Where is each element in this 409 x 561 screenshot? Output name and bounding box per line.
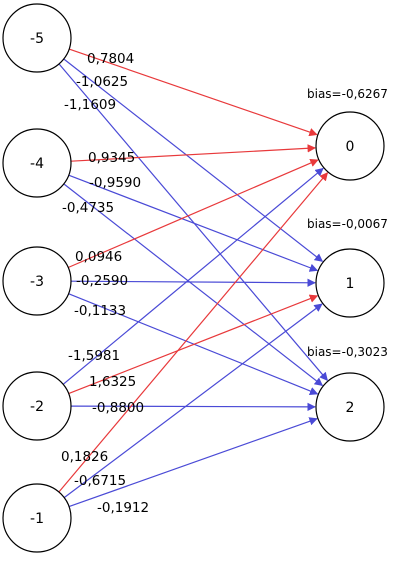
input-node-circle [2, 371, 72, 441]
weight-label--4-to-0: 0,9345 [88, 150, 135, 166]
edge--2-to-1 [68, 294, 319, 395]
edge--2-to-2 [70, 402, 316, 412]
output-node-circle [315, 372, 385, 442]
output-node-circle [315, 248, 385, 318]
input-node-label: -4 [30, 156, 44, 172]
weight-label--2-to-1: 1,6325 [89, 374, 136, 390]
output-node-1: 1 [315, 248, 385, 318]
weight-label--5-to-0: 0,7804 [87, 51, 134, 67]
weight-label--3-to-1: -0,2590 [76, 273, 128, 289]
edge--3-to-1 [70, 278, 316, 287]
weight-labels-layer: bias=-0,6267 bias=-0,0067 bias=-0,3023 0,78… [61, 51, 388, 516]
input-node-label: -2 [30, 399, 44, 415]
bias-label-1: bias=-0,0067 [307, 217, 388, 231]
input-node--5: -5 [2, 3, 72, 73]
input-node--3: -3 [2, 246, 72, 316]
weight-label--5-to-1: -1,0625 [76, 74, 128, 90]
input-node-label: -1 [30, 511, 44, 527]
output-node-label: 2 [346, 400, 355, 416]
output-node-circle [315, 111, 385, 181]
nodes-layer: -5 -4 -3 -2 -1 0 1 2 [2, 3, 385, 553]
input-node--4: -4 [2, 128, 72, 198]
input-node--1: -1 [2, 483, 72, 553]
edge--5-to-1 [63, 58, 324, 262]
output-node-label: 0 [346, 139, 355, 155]
weight-label--4-to-2: -0,4735 [62, 200, 114, 216]
edge--5-to-2 [58, 63, 328, 381]
edge--3-to-0 [67, 159, 319, 269]
edge--4-to-2 [63, 183, 324, 387]
edge--4-to-0 [70, 144, 316, 162]
edge--1-to-0 [58, 172, 329, 493]
weight-label--2-to-0: -1,5981 [68, 348, 120, 364]
input-node-circle [2, 3, 72, 73]
weight-label--1-to-2: -0,1912 [97, 500, 149, 516]
edge--2-to-0 [62, 167, 324, 385]
output-node-2: 2 [315, 372, 385, 442]
weight-label--2-to-2: -0,8800 [92, 400, 144, 416]
weight-label--3-to-0: 0,0946 [75, 249, 122, 265]
bias-label-0: bias=-0,6267 [307, 87, 388, 101]
output-node-label: 1 [346, 276, 355, 292]
edge--1-to-1 [63, 303, 323, 499]
input-node--2: -2 [2, 371, 72, 441]
input-node-circle [2, 128, 72, 198]
weight-label--5-to-2: -1,1609 [64, 97, 116, 113]
edge--1-to-2 [68, 417, 318, 508]
edge--5-to-0 [68, 48, 318, 137]
edge--4-to-1 [68, 174, 319, 272]
edge--3-to-2 [68, 293, 319, 395]
weight-label--4-to-1: -0,9590 [89, 175, 141, 191]
weight-label--3-to-2: -0,1133 [74, 303, 126, 319]
input-node-label: -5 [30, 31, 44, 47]
weight-label--1-to-0: 0,1826 [61, 449, 108, 465]
input-node-circle [2, 246, 72, 316]
edges-layer [58, 48, 329, 508]
output-node-0: 0 [315, 111, 385, 181]
bias-label-2: bias=-0,3023 [307, 345, 388, 359]
input-node-label: -3 [30, 274, 44, 290]
input-node-circle [2, 483, 72, 553]
weight-label--1-to-1: -0,6715 [74, 473, 126, 489]
